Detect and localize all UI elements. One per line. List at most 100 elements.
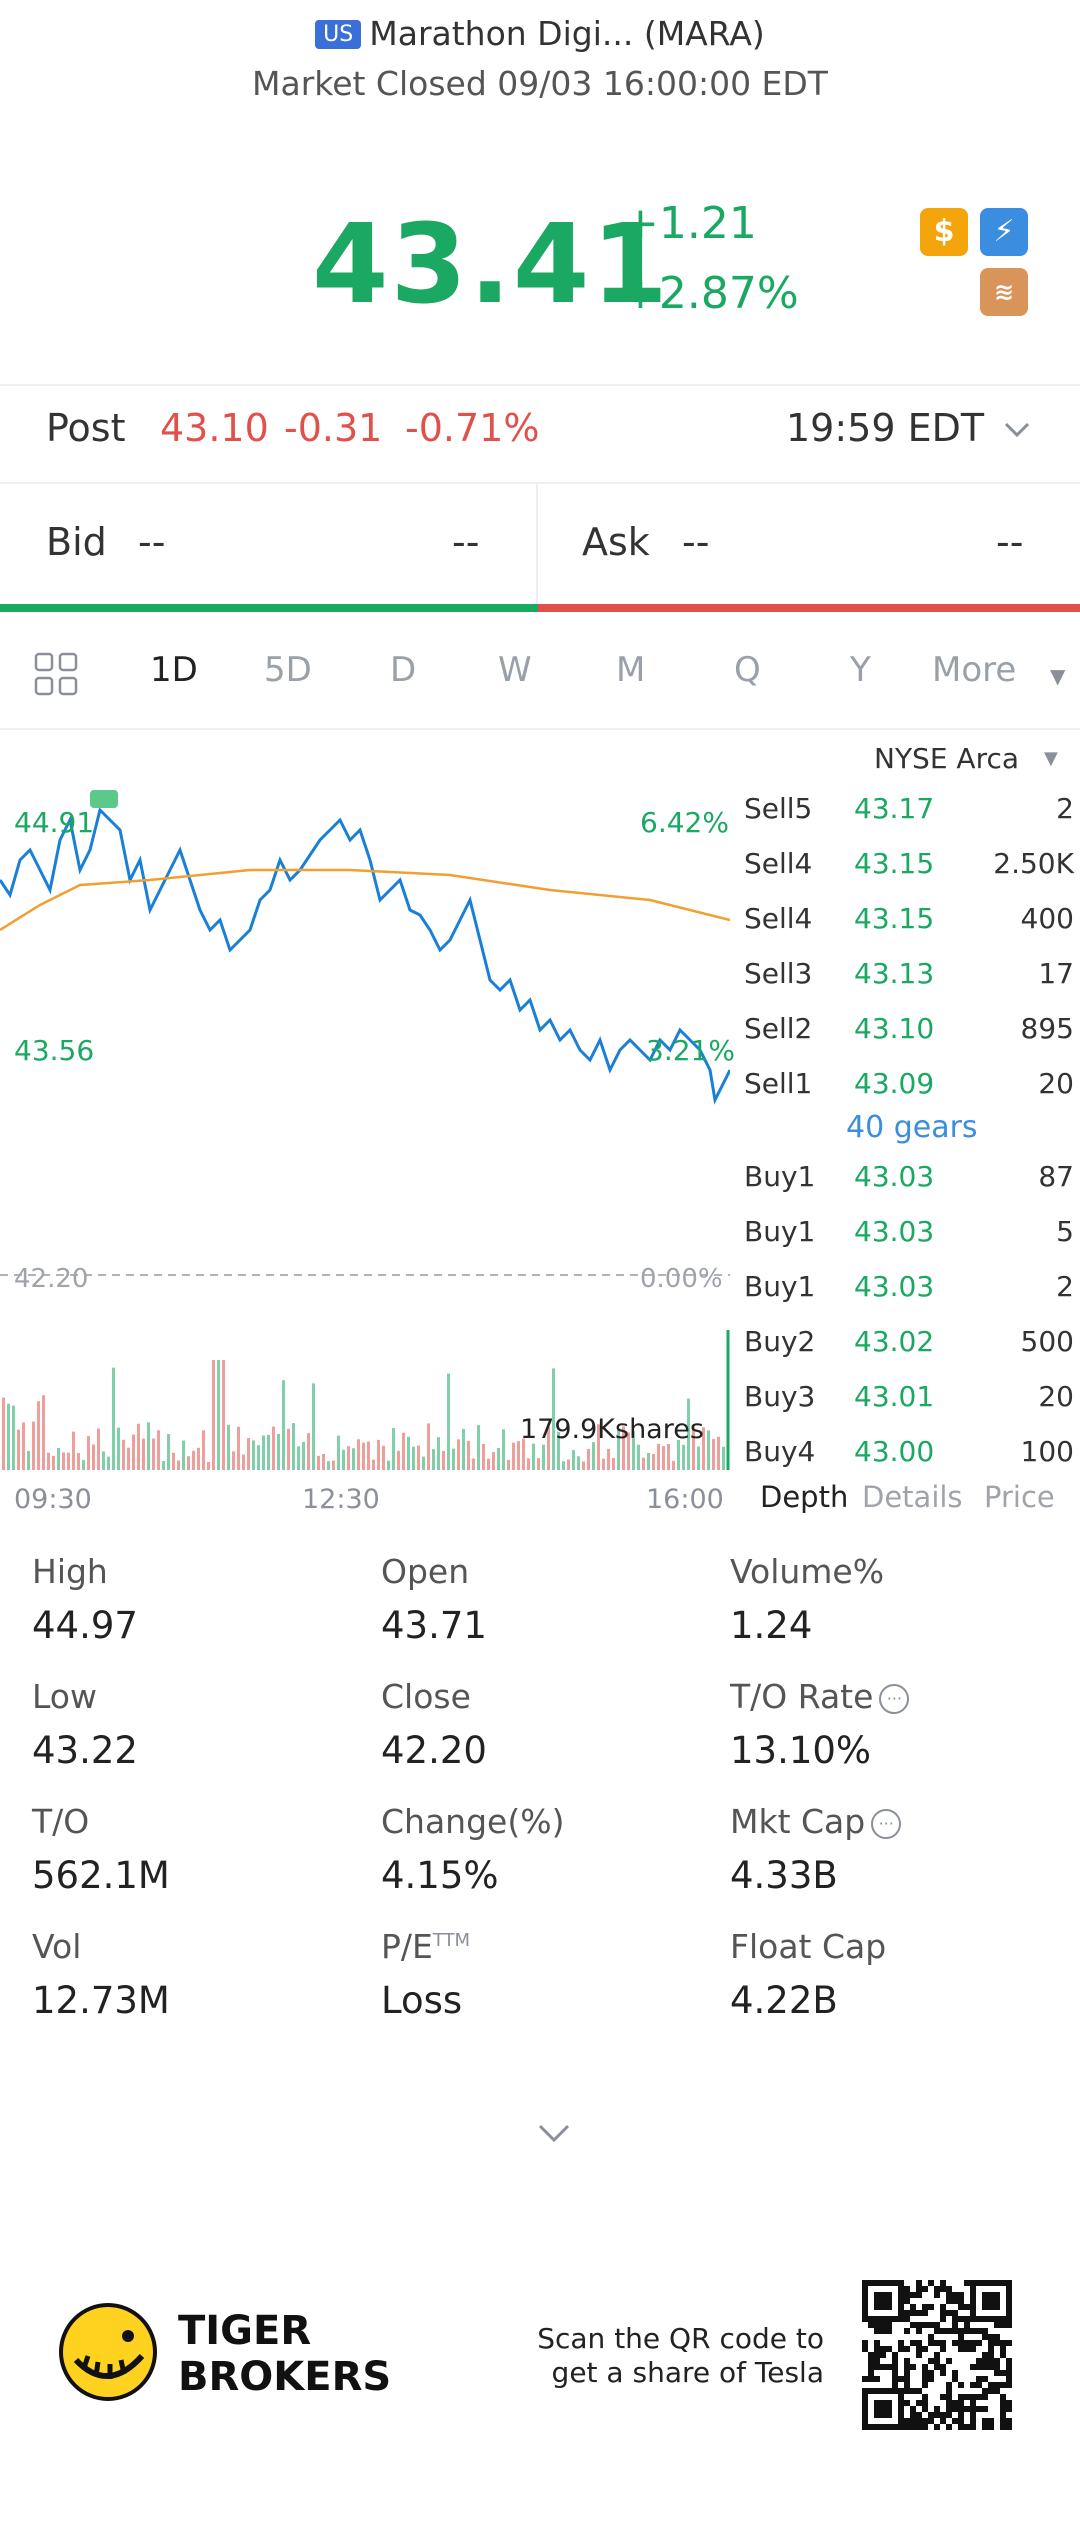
stat-value-high: 44.97	[32, 1604, 138, 1647]
order-qty: 100	[1020, 1435, 1074, 1468]
stat-value-close: 42.20	[381, 1729, 487, 1772]
volume-bar	[692, 1424, 695, 1470]
stat-label-vol: Vol	[32, 1927, 82, 1966]
triangle-down-icon[interactable]: ▼	[1050, 664, 1066, 688]
order-level: Sell2	[744, 1012, 813, 1045]
intraday-chart[interactable]	[0, 770, 730, 1470]
chevron-down-icon[interactable]	[1000, 412, 1034, 446]
volume-bar	[177, 1460, 180, 1470]
volume-bar	[122, 1439, 125, 1470]
stat-value-p-e: Loss	[381, 1979, 463, 2022]
grid-icon[interactable]	[32, 650, 80, 698]
brand-line-1: TIGER	[178, 2308, 312, 2354]
triangle-down-icon[interactable]: ▼	[1044, 748, 1058, 769]
tab-depth[interactable]: Depth	[760, 1480, 849, 1514]
tab-w[interactable]: W	[498, 650, 532, 690]
volume-bar	[622, 1426, 625, 1470]
tab-1d[interactable]: 1D	[150, 650, 198, 690]
volume-bar	[717, 1436, 720, 1470]
buy-marker-icon	[90, 790, 118, 808]
volume-bar	[142, 1438, 145, 1470]
buy-order-row: Buy1 43.03 87	[744, 1160, 1074, 1214]
volume-bar	[257, 1445, 260, 1470]
volume-bar	[67, 1452, 70, 1470]
volume-bar	[77, 1453, 80, 1470]
volume-bar	[207, 1461, 210, 1470]
volume-bar	[437, 1437, 440, 1470]
bid-price: --	[138, 520, 166, 564]
volume-bar	[367, 1441, 370, 1470]
volume-bar	[157, 1430, 160, 1470]
volume-bar	[667, 1443, 670, 1470]
zero-pct-label: 0.00%	[640, 1264, 723, 1294]
order-level: Buy4	[744, 1435, 816, 1468]
volume-bar	[532, 1443, 535, 1470]
volume-bar	[477, 1425, 480, 1470]
order-price: 43.10	[854, 1012, 935, 1045]
chart-high-label: 44.91	[14, 806, 95, 839]
info-icon[interactable]: ···	[879, 1684, 910, 1714]
lightning-icon[interactable]: ⚡	[980, 208, 1028, 256]
price-change: +1.21	[622, 198, 757, 249]
expand-chevron-icon[interactable]	[536, 2118, 572, 2148]
order-qty: 2.50K	[993, 847, 1074, 880]
volume-bar	[302, 1441, 305, 1470]
volume-bar	[147, 1422, 150, 1470]
tab-more[interactable]: More	[932, 650, 1017, 690]
exchange-selector[interactable]: NYSE Arca	[874, 742, 1020, 775]
order-level: Buy3	[744, 1380, 816, 1413]
volume-bar	[57, 1447, 60, 1470]
volume-bar	[357, 1439, 360, 1470]
stat-value-change: 4.15%	[381, 1854, 499, 1897]
stat-value-float-cap: 4.22B	[730, 1979, 838, 2022]
volume-bar	[617, 1429, 620, 1470]
volume-bar	[202, 1430, 205, 1470]
volume-bar	[312, 1383, 315, 1470]
stock-title: US Marathon Digi... (MARA)	[0, 14, 1080, 53]
order-level: Buy1	[744, 1215, 816, 1248]
volume-bar	[507, 1459, 510, 1470]
volume-bar	[352, 1448, 355, 1470]
tab-q[interactable]: Q	[734, 650, 761, 690]
volume-bar	[642, 1457, 645, 1470]
volume-bar	[552, 1368, 555, 1470]
tiger-logo-icon	[58, 2302, 158, 2402]
volume-bar	[12, 1405, 15, 1470]
tab-m[interactable]: M	[616, 650, 646, 690]
time-label-mid: 12:30	[302, 1484, 380, 1515]
divider	[0, 384, 1080, 386]
volume-bar	[672, 1460, 675, 1470]
volume-bar	[517, 1441, 520, 1470]
volume-bar	[152, 1438, 155, 1470]
post-change-pct: -0.71%	[405, 406, 540, 450]
volume-bar	[612, 1457, 615, 1470]
last-price: 43.41	[312, 200, 670, 328]
order-price: 43.15	[854, 847, 935, 880]
tab-5d[interactable]: 5D	[264, 650, 312, 690]
tab-y[interactable]: Y	[850, 650, 871, 690]
stat-value-t-o: 562.1M	[32, 1854, 170, 1897]
dollar-icon[interactable]: $	[920, 208, 968, 256]
order-qty: 20	[1038, 1067, 1074, 1100]
sell-order-row: Sell3 43.13 17	[744, 957, 1074, 1011]
volume-bar	[317, 1455, 320, 1470]
sell-order-row: Sell2 43.10 895	[744, 1012, 1074, 1066]
volume-bar	[37, 1401, 40, 1470]
order-price: 43.01	[854, 1380, 935, 1413]
layers-icon[interactable]: ≋	[980, 268, 1028, 316]
order-level: Sell3	[744, 957, 813, 990]
tab-details[interactable]: Details	[862, 1480, 963, 1514]
stat-label-close: Close	[381, 1677, 471, 1716]
volume-bar	[332, 1460, 335, 1470]
gears-label[interactable]: 40 gears	[846, 1110, 978, 1145]
order-price: 43.03	[854, 1270, 935, 1303]
volume-bar	[52, 1455, 55, 1470]
order-level: Buy1	[744, 1160, 816, 1193]
tab-d[interactable]: D	[390, 650, 417, 690]
tab-price[interactable]: Price	[984, 1480, 1055, 1514]
time-label-open: 09:30	[14, 1484, 92, 1515]
stat-value-open: 43.71	[381, 1604, 487, 1647]
market-status: Market Closed 09/03 16:00:00 EDT	[252, 64, 828, 103]
volume-bar	[582, 1461, 585, 1470]
info-icon[interactable]: ···	[871, 1809, 902, 1839]
